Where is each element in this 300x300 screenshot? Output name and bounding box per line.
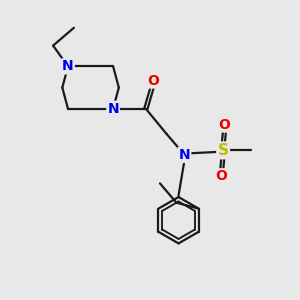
Text: N: N bbox=[107, 102, 119, 116]
Text: O: O bbox=[219, 118, 230, 131]
Text: N: N bbox=[179, 148, 190, 162]
Text: N: N bbox=[62, 59, 74, 74]
Text: O: O bbox=[216, 169, 228, 183]
Text: O: O bbox=[147, 74, 159, 88]
Text: S: S bbox=[218, 143, 229, 158]
